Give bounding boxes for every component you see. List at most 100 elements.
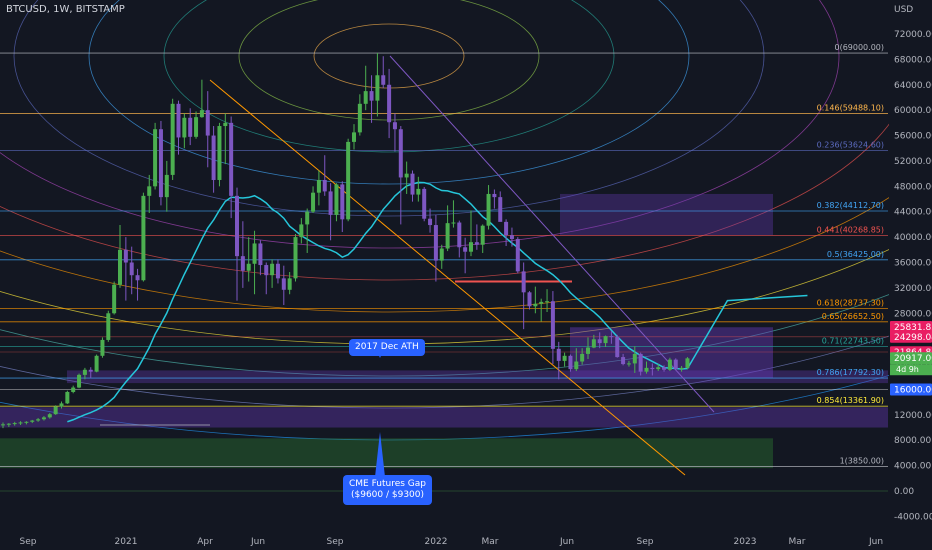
price-axis-bg — [889, 0, 932, 550]
candle-body — [363, 91, 368, 104]
ath-zone-band — [67, 370, 888, 384]
candle-body — [82, 369, 87, 375]
candle-body — [141, 195, 146, 281]
fib-label-1: 0.146(59488.10) — [817, 103, 884, 112]
lower-zone-band — [0, 407, 888, 428]
price-tick-16: 8000.00 — [894, 436, 931, 446]
candle-body — [580, 353, 585, 362]
time-tick-6: Mar — [482, 537, 499, 547]
candle-body — [574, 361, 579, 370]
fib-label-3: 0.382(44112.70) — [817, 201, 884, 210]
fib-label-4: 0.441(40268.85) — [817, 225, 884, 234]
candle-body — [217, 126, 222, 180]
candle-body — [410, 173, 415, 195]
fib-label-0: 0(69000.00) — [834, 43, 884, 52]
time-axis[interactable]: Sep 2021 Apr Jun Sep 2022 Mar Jun Sep 2023 Mar Jun — [20, 351, 884, 547]
candle-body — [36, 419, 41, 421]
price-tag-0: 25831.85 — [894, 323, 932, 333]
price-tick-2: 64000.00 — [894, 81, 932, 91]
price-tick-15: 12000.00 — [894, 411, 932, 421]
fib-label-7: 0.65(26652.50) — [822, 312, 884, 321]
cme-gap-title: CME Futures Gap — [349, 479, 427, 489]
candle-body — [229, 122, 234, 196]
price-tick-7: 44000.00 — [894, 208, 932, 218]
ath-callout: 2017 Dec ATH — [349, 339, 425, 356]
candle-body — [94, 355, 99, 372]
time-tick-11: Jun — [868, 537, 883, 547]
candle-body — [445, 223, 450, 249]
candle-body — [469, 242, 473, 252]
candle-body — [369, 91, 374, 101]
candle-body — [474, 242, 479, 245]
candle-body — [568, 355, 573, 370]
candle-body — [223, 122, 228, 127]
candle-body — [240, 256, 245, 271]
candle-body — [123, 249, 128, 263]
candle-body — [451, 222, 456, 224]
candle-body — [293, 237, 298, 279]
candle-body — [205, 110, 210, 136]
candle-body — [53, 406, 58, 415]
candle-body — [638, 353, 643, 372]
price-tick-11: 28000.00 — [894, 309, 932, 319]
price-tick-18: 0.00 — [894, 487, 914, 497]
candle-body — [299, 224, 304, 238]
candle-body — [486, 193, 491, 226]
fib-circle-6 — [0, 0, 840, 249]
candle-body — [287, 278, 292, 290]
candle-body — [498, 197, 503, 222]
candle-body — [112, 284, 117, 314]
resistance-zone-box — [560, 193, 773, 236]
candle-body — [626, 363, 631, 365]
ath-callout-label: 2017 Dec ATH — [355, 342, 419, 352]
candles — [1, 53, 690, 429]
candle-body — [311, 192, 316, 212]
price-tag-bg-0 — [890, 321, 932, 334]
moving-average — [67, 181, 808, 423]
trendline-purple — [389, 55, 715, 413]
candle-body — [609, 336, 614, 338]
price-tag-bg-4 — [890, 383, 932, 396]
candle-body — [650, 367, 655, 370]
cme-gap-zone — [0, 438, 773, 469]
candle-body — [170, 103, 175, 175]
candle-body — [41, 417, 46, 420]
cme-callout-pointer — [375, 432, 385, 477]
candle-body — [235, 195, 239, 257]
candle-body — [416, 188, 421, 195]
price-tag-1: 24298.04 — [894, 333, 932, 343]
price-axis[interactable]: USD 72000.00 68000.00 64000.00 60000.00 56000… — [889, 0, 932, 550]
candle-body — [387, 84, 392, 123]
candle-body — [504, 221, 509, 236]
candle-body — [439, 248, 444, 261]
price-axis-unit: USD — [894, 5, 913, 15]
fib-label-6: 0.618(28737.30) — [817, 299, 884, 308]
candle-body — [545, 301, 550, 303]
price-tick-4: 56000.00 — [894, 132, 932, 142]
price-tick-8: 40000.00 — [894, 233, 932, 243]
candle-body — [164, 174, 169, 198]
candle-body — [106, 313, 111, 340]
candle-body — [533, 303, 538, 307]
candle-body — [433, 225, 438, 261]
candle-body — [352, 132, 356, 142]
fib-circle-10 — [0, 276, 932, 377]
candle-body — [65, 391, 70, 404]
candle-body — [521, 271, 526, 293]
candle-body — [480, 225, 485, 245]
price-tick-10: 32000.00 — [894, 284, 932, 294]
candle-body — [615, 336, 620, 358]
candle-body — [211, 135, 216, 180]
time-tick-10: Mar — [789, 537, 806, 547]
candle-body — [12, 423, 17, 425]
candle-body — [404, 173, 409, 178]
ma-line — [67, 181, 808, 423]
candle-body — [644, 367, 649, 372]
candle-body — [550, 301, 555, 349]
fib-circle-11 — [0, 320, 932, 409]
candle-body — [392, 122, 397, 130]
candle-body — [422, 188, 427, 219]
price-tick-19: -4000.00 — [894, 512, 932, 522]
